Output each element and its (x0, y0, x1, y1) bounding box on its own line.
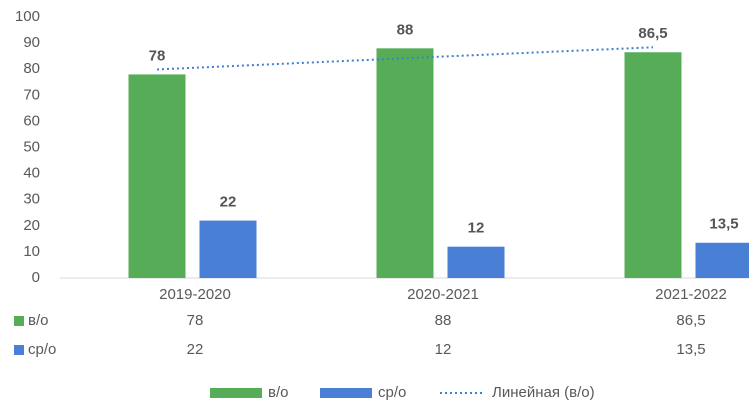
bar (695, 242, 749, 278)
table-cell: 78 (187, 312, 204, 329)
table-row-label: в/о (28, 312, 48, 329)
y-tick-label: 40 (23, 165, 40, 182)
data-label: 12 (468, 220, 485, 237)
legend-label: Линейная (в/о) (492, 384, 595, 401)
bar (447, 246, 505, 278)
data-label: 86,5 (638, 25, 667, 42)
bar (199, 220, 257, 278)
y-tick-label: 20 (23, 217, 40, 234)
legend-label: в/о (268, 384, 288, 401)
table-cell: 22 (187, 341, 204, 358)
y-tick-label: 70 (23, 86, 40, 103)
legend-key (320, 388, 372, 398)
data-label: 13,5 (709, 216, 738, 233)
y-tick-label: 80 (23, 60, 40, 77)
y-tick-label: 0 (32, 269, 40, 286)
y-tick-label: 100 (15, 8, 40, 25)
table-legend-key (14, 316, 24, 326)
table-cell: 12 (435, 341, 452, 358)
table-cell: 86,5 (676, 312, 705, 329)
x-tick-label: 2020-2021 (407, 286, 479, 303)
table-cell: 13,5 (676, 341, 705, 358)
legend-key (210, 388, 262, 398)
table-legend-key (14, 345, 24, 355)
y-tick-label: 60 (23, 112, 40, 129)
table-cell: 88 (435, 312, 452, 329)
data-label: 78 (149, 47, 166, 64)
bar (624, 52, 682, 278)
y-tick-label: 50 (23, 138, 40, 155)
bar (128, 74, 186, 278)
table-row-label: ср/о (28, 341, 56, 358)
y-tick-label: 10 (23, 243, 40, 260)
y-tick-label: 30 (23, 191, 40, 208)
x-tick-label: 2021-2022 (655, 286, 727, 303)
legend-label: ср/о (378, 384, 406, 401)
data-label: 88 (397, 21, 414, 38)
y-tick-label: 90 (23, 34, 40, 51)
data-label: 22 (220, 194, 237, 211)
x-tick-label: 2019-2020 (159, 286, 231, 303)
bar (376, 48, 434, 278)
